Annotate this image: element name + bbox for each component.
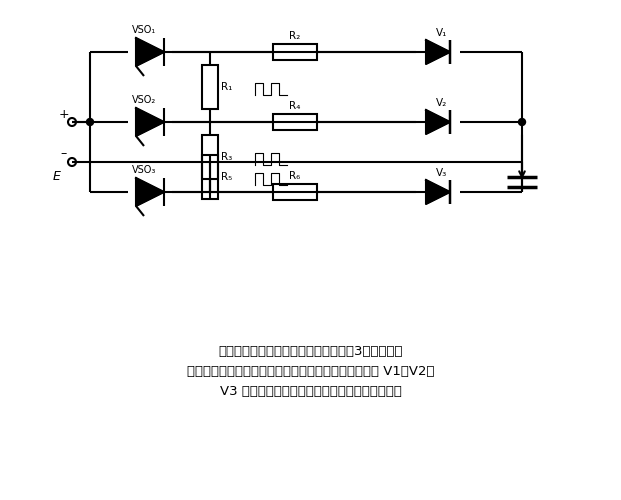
Text: R₆: R₆ (289, 171, 301, 181)
Text: VSO₃: VSO₃ (132, 165, 156, 175)
Text: R₄: R₄ (289, 101, 301, 111)
Text: R₂: R₂ (289, 31, 301, 41)
Text: VSO₂: VSO₂ (132, 95, 156, 105)
Text: V3 可防止相互干扰，脉冲的停歇时间可以调整。: V3 可防止相互干扰，脉冲的停歇时间可以调整。 (220, 385, 402, 398)
Text: V₂: V₂ (437, 98, 448, 108)
Bar (273, 114, 317, 130)
Text: 联使用，可以获得大电流，属于非储能式电路。二极管 V1、V2、: 联使用，可以获得大电流，属于非储能式电路。二极管 V1、V2、 (188, 365, 435, 378)
Text: VSO₁: VSO₁ (132, 25, 156, 35)
Polygon shape (426, 180, 450, 204)
Text: 所示为大电流晶闸管脉冲电源电路，有3只晶闸管并: 所示为大电流晶闸管脉冲电源电路，有3只晶闸管并 (219, 345, 403, 358)
Polygon shape (136, 178, 164, 206)
Text: E: E (53, 170, 61, 183)
Bar (273, 44, 317, 60)
Text: R₅: R₅ (221, 172, 232, 182)
Polygon shape (136, 108, 164, 136)
Circle shape (86, 118, 94, 126)
Bar (202, 65, 218, 109)
Polygon shape (136, 38, 164, 66)
Text: R₃: R₃ (221, 152, 232, 162)
Text: +: + (59, 108, 70, 120)
Text: –: – (61, 148, 67, 160)
Bar (202, 135, 218, 179)
Text: R₁: R₁ (221, 82, 232, 92)
Circle shape (519, 118, 525, 126)
Text: V₃: V₃ (437, 168, 448, 178)
Bar (273, 184, 317, 200)
Text: V₁: V₁ (437, 28, 448, 38)
Polygon shape (426, 110, 450, 134)
Polygon shape (426, 40, 450, 64)
Bar (202, 155, 218, 199)
